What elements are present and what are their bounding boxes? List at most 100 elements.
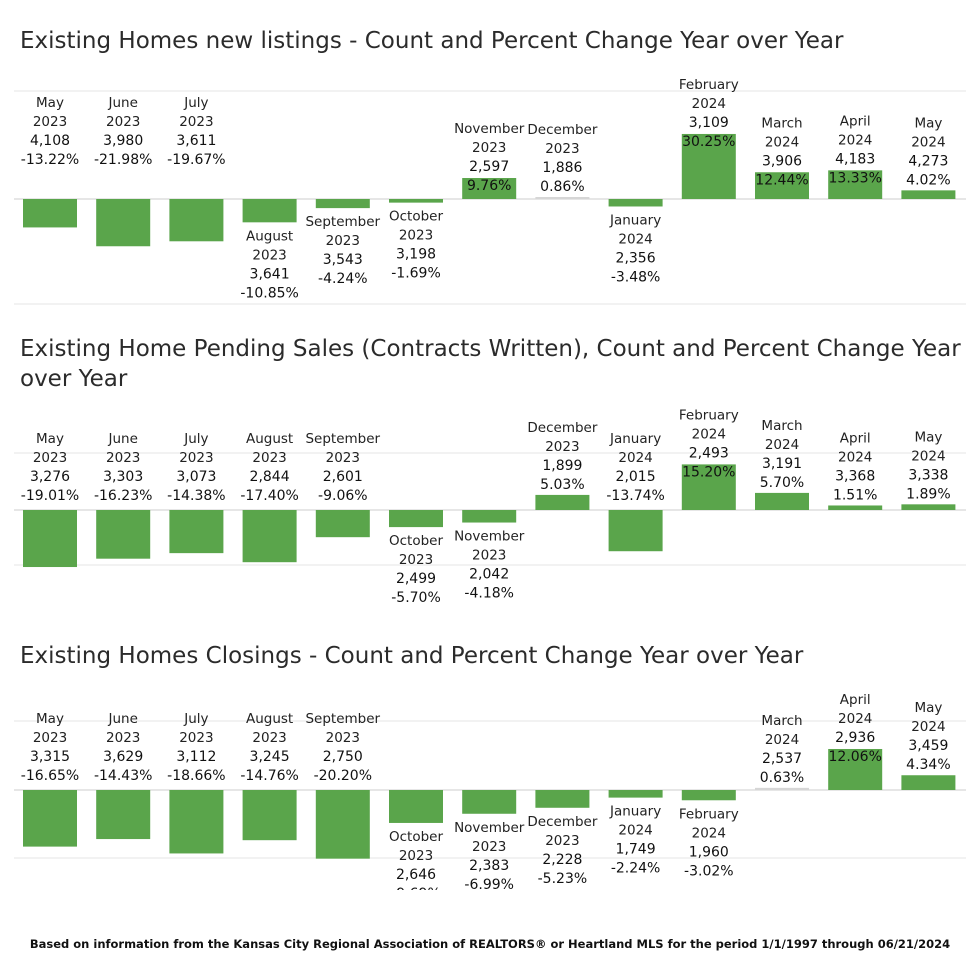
bar — [828, 748, 883, 790]
bar-label-month: June — [107, 95, 137, 111]
bar-label-pct: -21.98% — [94, 152, 152, 168]
bar-label-year: 2024 — [911, 134, 945, 150]
bar-label-month: May — [36, 431, 64, 447]
bar-label-year: 2024 — [911, 719, 945, 735]
bar-label-pct: 9.76% — [467, 178, 511, 194]
bar-label-year: 2023 — [179, 114, 213, 130]
bar-label-count: 4,108 — [30, 133, 70, 149]
bar-label-pct: -4.24% — [318, 271, 368, 287]
bar-label-pct: -20.20% — [314, 768, 372, 784]
bar-label-count: 3,611 — [176, 133, 216, 149]
bar — [169, 199, 224, 242]
bar-label-pct: -1.69% — [391, 266, 441, 282]
bar — [901, 504, 956, 510]
bar-label-month: June — [107, 711, 137, 727]
bar-label-year: 2023 — [472, 548, 506, 564]
bar — [681, 133, 736, 199]
bar-label-count: 1,960 — [689, 844, 729, 860]
bar-label-pct: -4.18% — [464, 586, 514, 602]
bar-label-year: 2024 — [618, 823, 652, 839]
bar-label-month: September — [305, 711, 380, 727]
bar-label-pct: -14.38% — [167, 488, 225, 504]
bar-label-count: 3,198 — [396, 247, 436, 263]
bar-label-pct: -6.99% — [464, 877, 514, 890]
bar-label-count: 4,183 — [835, 151, 875, 167]
bar-label-month: July — [183, 711, 208, 727]
bar-label-year: 2024 — [765, 134, 799, 150]
new-listings-chart: May 2023 4,108 -13.22% June 2023 3,980 -21.98% J… — [14, 77, 966, 305]
bar — [315, 790, 370, 859]
bar-label-count: 2,936 — [835, 730, 875, 746]
bar-label-month: May — [914, 115, 942, 131]
bar-label-count: 3,315 — [30, 749, 70, 765]
bar-label-month: March — [761, 713, 802, 729]
bar-label-count: 3,629 — [103, 749, 143, 765]
bar-label-count: 3,109 — [689, 115, 729, 131]
bar-label-month: February — [679, 806, 739, 822]
bar — [681, 790, 736, 801]
bar-label-count: 1,899 — [542, 458, 582, 474]
closings-chart-title: Existing Homes Closings - Count and Perc… — [20, 643, 804, 669]
bar-label-count: 2,383 — [469, 858, 509, 874]
bar-label-pct: 4.02% — [906, 172, 950, 188]
bar-label-month: December — [527, 420, 597, 436]
bar-label-month: June — [107, 431, 137, 447]
bar — [462, 178, 517, 199]
bar-label-pct: 13.33% — [829, 170, 882, 186]
bar-label-year: 2023 — [33, 450, 67, 466]
bar-label-count: 3,073 — [176, 469, 216, 485]
bar-label-count: 3,459 — [908, 738, 948, 754]
bar-label-year: 2023 — [179, 730, 213, 746]
bar — [389, 510, 443, 528]
bar-label-year: 2023 — [545, 833, 579, 849]
bar-label-year: 2024 — [838, 132, 872, 148]
bar-label-pct: -17.40% — [240, 488, 298, 504]
bar-label-year: 2024 — [692, 96, 726, 112]
bar-label-month: October — [389, 533, 443, 549]
bar-label-month: December — [527, 814, 597, 830]
bar-label-month: February — [679, 77, 739, 93]
bar — [96, 790, 151, 840]
bar-label-count: 3,338 — [908, 467, 948, 483]
bar-label-pct: 12.06% — [829, 749, 882, 765]
bar — [755, 492, 809, 510]
bar-label-year: 2024 — [911, 448, 945, 464]
bar-label-year: 2024 — [838, 711, 872, 727]
bar-label-pct: -14.76% — [240, 768, 298, 784]
bar-label-month: October — [389, 829, 443, 845]
bar-label-year: 2024 — [692, 825, 726, 841]
bar-label-count: 3,641 — [250, 266, 290, 282]
bar-label-count: 3,368 — [835, 468, 875, 484]
bar-label-count: 3,543 — [323, 252, 363, 268]
bar-label-month: May — [914, 429, 942, 445]
bar-label-month: July — [183, 431, 208, 447]
bar-label-pct: -19.01% — [21, 488, 79, 504]
bar-label-count: 2,646 — [396, 867, 436, 883]
bar-label-year: 2023 — [399, 552, 433, 568]
bar-label-pct: 0.63% — [760, 770, 804, 786]
bar-label-count: 2,228 — [542, 852, 582, 868]
bar-label-month: May — [36, 711, 64, 727]
bar-label-count: 2,844 — [250, 469, 290, 485]
bar — [535, 197, 590, 199]
bar-label-year: 2024 — [618, 231, 652, 247]
bar-label-count: 3,112 — [176, 749, 216, 765]
bar-label-pct: 0.86% — [540, 179, 584, 195]
bar — [462, 510, 517, 523]
bar-label-pct: 5.70% — [760, 475, 804, 491]
bar — [96, 510, 151, 559]
bar-label-pct: 5.03% — [540, 477, 584, 493]
bar-label-pct: -9.69% — [391, 886, 441, 890]
bar — [608, 510, 663, 552]
bar — [23, 199, 77, 228]
bar-label-year: 2023 — [326, 450, 360, 466]
bar-label-year: 2023 — [33, 114, 67, 130]
bar-label-pct: -2.24% — [611, 861, 661, 877]
bar-label-count: 1,749 — [616, 842, 656, 858]
bar-label-count: 3,276 — [30, 469, 70, 485]
bar-label-month: February — [679, 407, 739, 423]
bar-label-year: 2023 — [326, 730, 360, 746]
bar-label-pct: 15.20% — [682, 464, 735, 480]
bar — [169, 790, 224, 854]
bar-label-year: 2023 — [252, 730, 286, 746]
